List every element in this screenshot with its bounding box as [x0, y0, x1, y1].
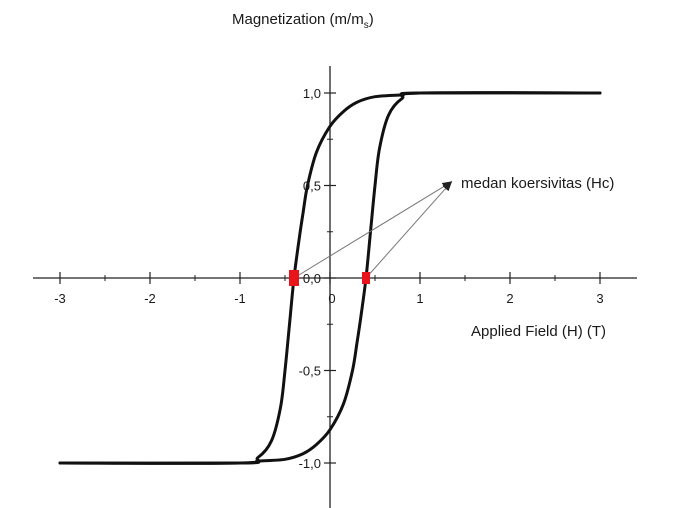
x-tick-label: 1 [416, 291, 423, 306]
coercivity-annotation-label: medan koersivitas (Hc) [461, 175, 614, 192]
hysteresis-lower-branch [58, 91, 602, 465]
x-tick-label: -3 [54, 291, 66, 306]
x-tick-label: 2 [506, 291, 513, 306]
y-tick-label: -0,5 [299, 364, 321, 379]
coercivity-marker [289, 270, 299, 286]
coercivity-marker [362, 272, 370, 284]
y-tick-label: -1,0 [299, 456, 321, 471]
axes: -3 -2 -1 0 1 2 31,00,50,0-0,5-1,0 [33, 66, 637, 508]
annotation-layer [293, 181, 453, 279]
x-tick-label: -2 [144, 291, 156, 306]
y-tick-label: 1,0 [303, 86, 321, 101]
y-axis-label: Magnetization (m/ms) [232, 11, 374, 31]
labels: Magnetization (m/ms) Applied Field (H) (… [232, 11, 614, 340]
y-tick-label: 0,0 [303, 271, 321, 286]
x-tick-label: 3 [596, 291, 603, 306]
x-axis-label: Applied Field (H) (T) [471, 323, 606, 340]
series-layer [58, 91, 602, 465]
annotation-arrow [365, 181, 453, 279]
hysteresis-upper-branch [58, 91, 602, 465]
x-tick-label: 0 [328, 291, 335, 306]
coercivity-markers [289, 270, 370, 286]
x-tick-label: -1 [234, 291, 246, 306]
annotation-arrow [293, 181, 453, 279]
